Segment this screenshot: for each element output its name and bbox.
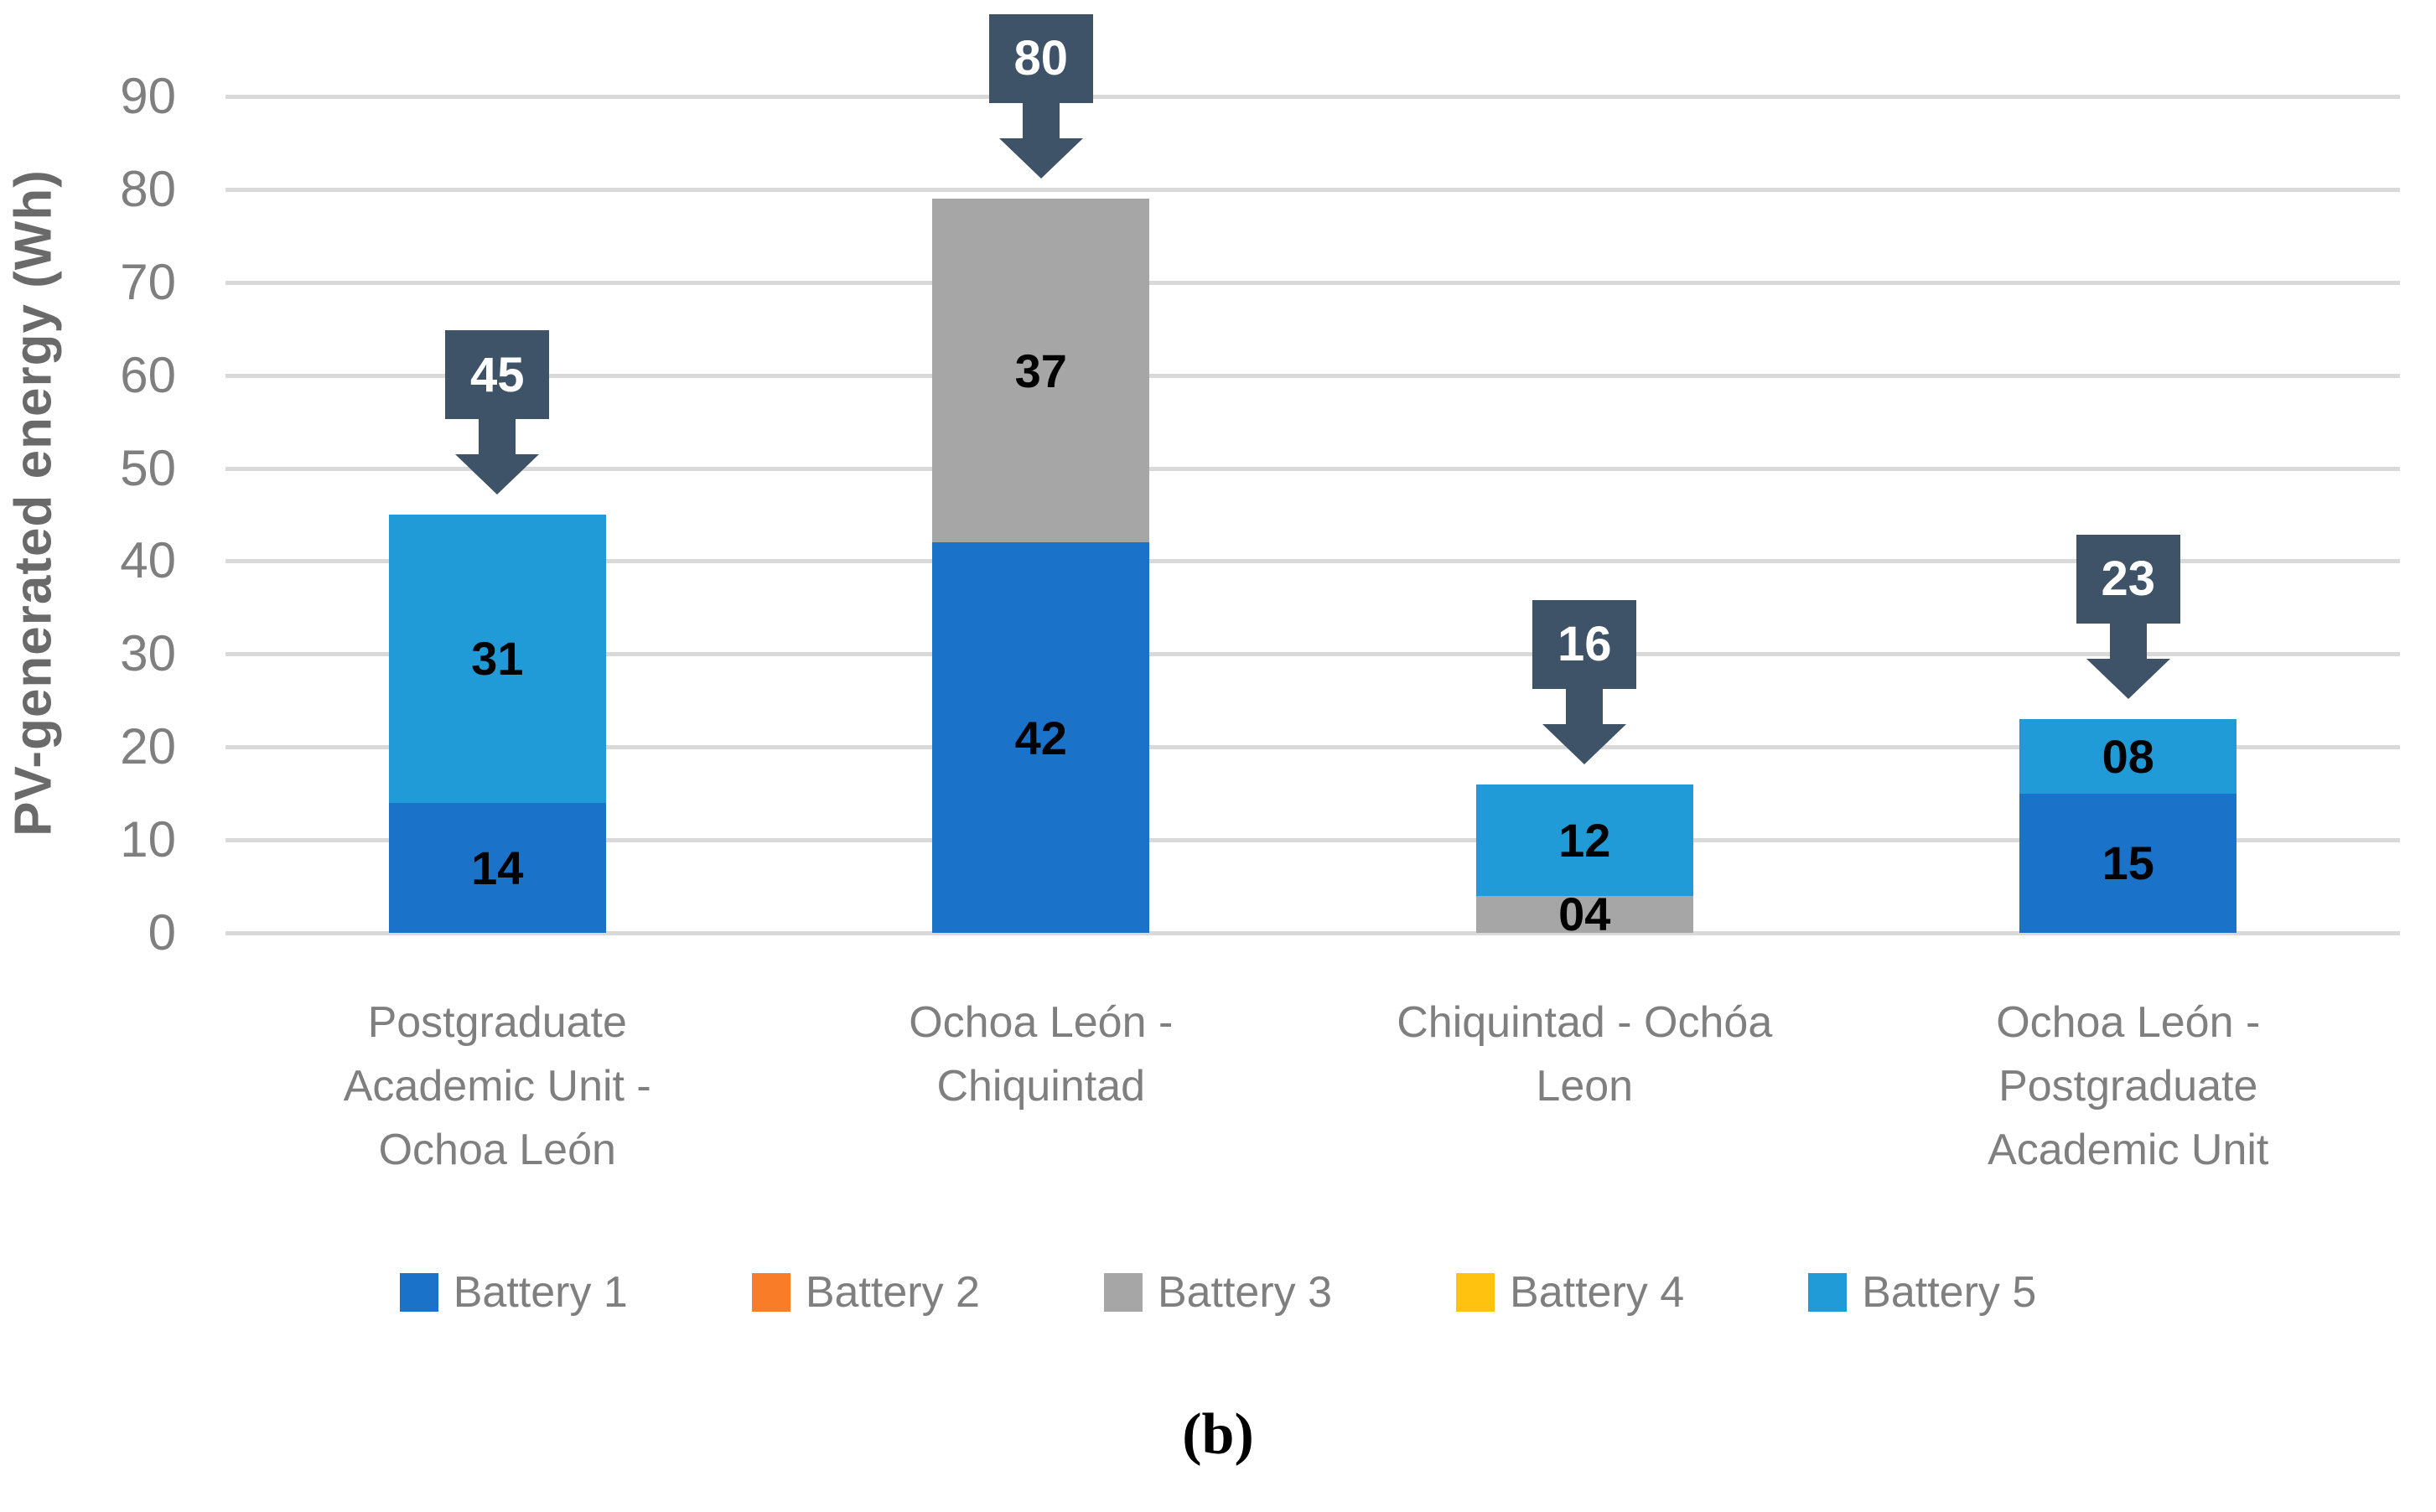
gridline	[225, 373, 2400, 378]
legend-item: Battery 4	[1456, 1267, 1684, 1318]
y-tick-label: 20	[120, 718, 176, 775]
figure-caption: (b)	[1182, 1402, 1254, 1467]
segment-value-label: 04	[1558, 888, 1611, 941]
legend-swatch	[1103, 1273, 1143, 1312]
legend-swatch	[1456, 1273, 1495, 1312]
bar-segment: 14	[388, 802, 606, 933]
legend-label: Battery 3	[1157, 1268, 1333, 1317]
gridline	[225, 280, 2400, 285]
x-axis-category-label: Postgraduate Academic Unit - Ochoa León	[246, 991, 749, 1182]
segment-value-label: 08	[2102, 729, 2154, 783]
gridline	[225, 838, 2400, 843]
legend-label: Battery 5	[1862, 1268, 2037, 1317]
legend-item: Battery 2	[751, 1267, 980, 1318]
y-tick-label: 80	[120, 160, 176, 217]
legend-label: Battery 2	[805, 1268, 980, 1317]
callout-arrow-stem	[1022, 102, 1060, 138]
segment-value-label: 37	[1014, 344, 1067, 397]
legend-swatch	[1808, 1273, 1848, 1312]
legend-swatch	[399, 1273, 438, 1312]
gridline	[225, 466, 2400, 471]
total-callout: 45	[445, 330, 550, 495]
total-callout-value: 80	[988, 13, 1093, 103]
x-axis-label-line: Academic Unit -	[343, 1062, 651, 1111]
down-arrow-icon	[1542, 723, 1627, 764]
legend-item: Battery 1	[399, 1267, 628, 1318]
x-axis-label-line: Postgraduate	[1998, 1062, 2258, 1111]
down-arrow-icon	[998, 137, 1083, 179]
total-callout-value: 45	[445, 330, 550, 419]
total-callout: 80	[988, 13, 1093, 179]
legend-swatch	[751, 1273, 790, 1312]
legend-label: Battery 1	[453, 1268, 628, 1317]
bar-segment: 15	[2019, 793, 2237, 933]
y-tick-label: 70	[120, 253, 176, 310]
x-axis-label-line: Ochoa León	[378, 1126, 616, 1174]
legend-label: Battery 4	[1510, 1268, 1685, 1317]
x-axis-label-line: Leon	[1536, 1062, 1634, 1111]
gridline	[225, 745, 2400, 750]
total-callout: 16	[1532, 599, 1637, 764]
callout-arrow-stem	[1566, 688, 1604, 724]
gridline	[225, 559, 2400, 564]
y-tick-label: 90	[120, 68, 176, 124]
x-axis-label-line: Chiquintad - Ochóa	[1397, 998, 1773, 1047]
legend-item: Battery 3	[1103, 1267, 1333, 1318]
bar-segment: 42	[932, 542, 1150, 933]
x-axis-category-label: Chiquintad - Ochóa Leon	[1333, 991, 1836, 1118]
bar-segment: 12	[1475, 784, 1693, 896]
x-axis-label-line: Ochoa León -	[1996, 998, 2261, 1047]
segment-value-label: 42	[1014, 711, 1067, 764]
total-callout: 23	[2076, 534, 2180, 699]
legend-item: Battery 5	[1808, 1267, 2036, 1318]
gridline	[225, 187, 2400, 192]
callout-arrow-stem	[479, 419, 516, 454]
y-tick-label: 0	[148, 904, 176, 961]
gridline	[225, 652, 2400, 657]
bar-segment: 37	[932, 198, 1150, 543]
bar-segment: 31	[388, 515, 606, 803]
segment-value-label: 14	[471, 841, 524, 894]
x-axis-label-line: Academic Unit	[1988, 1126, 2269, 1174]
y-tick-label: 30	[120, 625, 176, 682]
bar-segment: 08	[2019, 718, 2237, 794]
segment-value-label: 12	[1558, 813, 1611, 867]
total-callout-value: 23	[2076, 534, 2180, 624]
y-tick-label: 60	[120, 346, 176, 403]
segment-value-label: 31	[471, 632, 524, 686]
down-arrow-icon	[455, 454, 540, 495]
callout-arrow-stem	[2109, 623, 2147, 659]
gridline	[225, 931, 2400, 935]
x-axis-category-label: Ochoa León - Postgraduate Academic Unit	[1877, 991, 2380, 1182]
y-tick-label: 10	[120, 811, 176, 868]
segment-value-label: 15	[2102, 836, 2154, 890]
x-axis-label-line: Postgraduate	[367, 998, 627, 1047]
gridline	[225, 95, 2400, 99]
down-arrow-icon	[2086, 658, 2170, 699]
total-callout-value: 16	[1532, 599, 1637, 689]
legend: Battery 1 Battery 2 Battery 3 Battery 4 Batt…	[0, 1267, 2436, 1318]
x-axis-category-label: Ochoa León - Chiquintad	[790, 991, 1293, 1118]
x-axis-label-line: Ochoa León -	[909, 998, 1174, 1047]
bar-segment: 04	[1475, 888, 1693, 940]
y-tick-label: 50	[120, 439, 176, 496]
x-axis-label-line: Chiquintad	[936, 1062, 1146, 1111]
y-tick-label: 40	[120, 532, 176, 589]
